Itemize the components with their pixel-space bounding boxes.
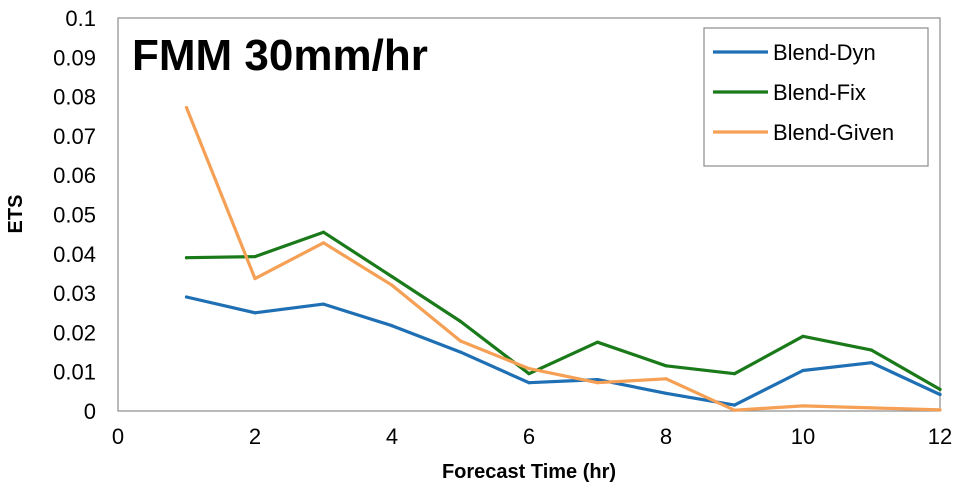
data-point (869, 361, 874, 365)
data-point (253, 311, 257, 315)
legend-label: Blend-Dyn (773, 40, 876, 65)
series-line-blend-dyn (184, 295, 942, 407)
data-point (253, 254, 257, 259)
legend-label: Blend-Fix (773, 80, 866, 105)
series-lines (184, 105, 942, 412)
data-point (390, 274, 394, 279)
y-tick-label: 0.1 (65, 6, 96, 31)
data-point (869, 406, 874, 410)
data-point (253, 276, 257, 281)
data-point (527, 366, 531, 371)
data-point (938, 408, 942, 412)
y-tick-label: 0.06 (53, 163, 96, 188)
data-point (938, 387, 942, 391)
data-point (801, 404, 805, 408)
x-tick-label: 2 (249, 424, 261, 449)
data-point (184, 256, 189, 260)
data-point (664, 364, 668, 368)
data-point (321, 230, 326, 234)
x-axis-label: Forecast Time (hr) (442, 461, 616, 483)
data-point (184, 106, 189, 110)
data-point (801, 334, 805, 338)
plot-frame (117, 17, 941, 412)
x-tick-label: 12 (928, 424, 952, 449)
data-point (458, 350, 463, 354)
data-point (801, 368, 805, 373)
data-point (664, 377, 668, 381)
x-tick-label: 4 (386, 424, 398, 449)
series-line-blend-given (184, 105, 942, 412)
data-point (732, 372, 737, 376)
y-axis-ticks: 0 0.01 0.02 0.03 0.04 0.05 0.06 0.07 0.08 0.09 0.1 (53, 6, 96, 424)
data-point (869, 348, 874, 352)
series-line-blend-fix (184, 230, 942, 391)
y-tick-label: 0.04 (53, 242, 96, 267)
y-tick-label: 0.09 (53, 45, 96, 70)
y-axis-label: ETS (5, 195, 27, 234)
data-point (184, 295, 189, 299)
y-tick-label: 0.05 (53, 203, 96, 228)
data-point (321, 241, 326, 245)
x-tick-label: 8 (660, 424, 672, 449)
chart-title: FMM 30mm/hr (132, 31, 428, 80)
data-point (938, 392, 942, 397)
data-point (664, 391, 668, 395)
data-point (732, 403, 737, 407)
y-tick-label: 0.08 (53, 85, 96, 110)
data-point (595, 377, 600, 382)
data-point (390, 324, 394, 328)
data-point (458, 339, 463, 343)
legend: Blend-Dyn Blend-Fix Blend-Given (703, 27, 929, 167)
x-tick-label: 10 (791, 424, 815, 449)
x-tick-label: 6 (523, 424, 535, 449)
y-tick-label: 0 (84, 399, 96, 424)
x-axis-ticks: 0 2 4 6 8 10 12 (112, 424, 952, 449)
data-point (527, 372, 531, 376)
x-tick-label: 0 (112, 424, 124, 449)
data-point (732, 408, 737, 412)
y-tick-label: 0.03 (53, 281, 96, 306)
data-point (527, 381, 531, 385)
y-tick-label: 0.01 (53, 360, 96, 385)
y-tick-label: 0.07 (53, 124, 96, 149)
data-point (595, 340, 600, 344)
legend-label: Blend-Given (773, 120, 894, 145)
data-point (390, 283, 394, 287)
y-tick-label: 0.02 (53, 320, 96, 345)
data-point (458, 319, 463, 323)
data-point (321, 302, 326, 306)
data-point (595, 381, 600, 385)
